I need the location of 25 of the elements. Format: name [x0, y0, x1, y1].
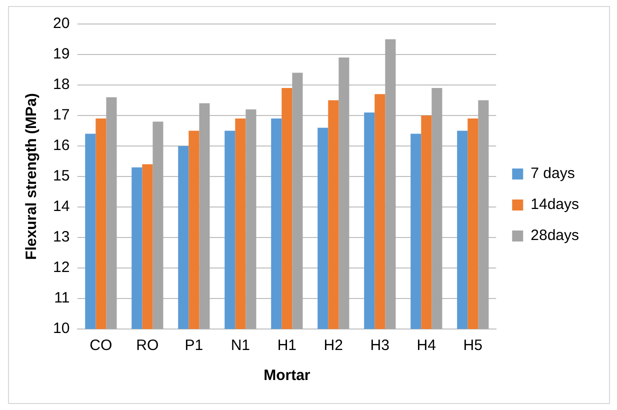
y-tick-label: 17: [52, 106, 70, 124]
y-tick-label: 16: [52, 137, 70, 154]
y-tick-label: 14: [52, 198, 70, 216]
y-tick-label: 18: [52, 76, 70, 94]
y-axis-title: Flexural strength (MPa): [23, 93, 40, 260]
y-tick-label: 11: [54, 290, 70, 307]
x-tick-label: H5: [463, 337, 482, 354]
legend-label: 28days: [530, 227, 580, 244]
y-tick-label: 19: [52, 46, 70, 63]
x-tick-label: H1: [277, 337, 296, 354]
legend-label: 7 days: [530, 165, 575, 182]
x-tick-label: CO: [90, 337, 112, 354]
x-tick-label: H3: [370, 337, 390, 354]
y-tick-label: 13: [52, 228, 70, 246]
legend-label: 14days: [530, 196, 580, 214]
x-tick-label: H4: [416, 337, 436, 354]
x-tick-label: H2: [324, 337, 343, 354]
x-tick-label: P1: [184, 337, 204, 354]
x-tick-label: N1: [230, 337, 250, 354]
y-tick-label: 12: [52, 259, 70, 276]
x-tick-label: RO: [136, 337, 159, 354]
y-tick-label: 20: [52, 15, 70, 32]
y-tick-label: 10: [52, 320, 70, 338]
y-tick-label: 15: [52, 168, 70, 185]
x-axis-title: Mortar: [264, 367, 310, 384]
